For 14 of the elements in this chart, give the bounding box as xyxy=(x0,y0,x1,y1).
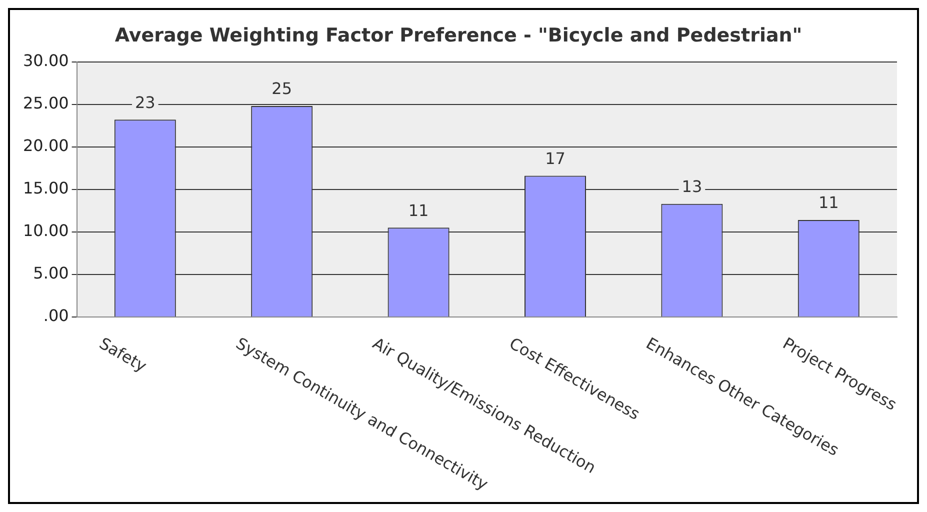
y-tick-label: 5.00 xyxy=(33,264,69,283)
y-tick-label: 10.00 xyxy=(22,221,69,240)
chart-title: Average Weighting Factor Preference - "Bicycle and Pedestrian" xyxy=(114,24,802,46)
y-tick-label: 25.00 xyxy=(22,93,69,112)
data-label: 13 xyxy=(682,177,702,196)
y-tick-label: 30.00 xyxy=(22,50,69,70)
data-label: 17 xyxy=(545,148,566,168)
data-label: 25 xyxy=(272,79,292,98)
data-label: 11 xyxy=(818,193,839,212)
data-label: 11 xyxy=(408,200,429,220)
y-tick-label: .00 xyxy=(43,306,69,326)
y-tick-label: 15.00 xyxy=(22,178,69,198)
y-tick-label: 20.00 xyxy=(22,136,69,156)
data-label: 23 xyxy=(134,92,156,112)
